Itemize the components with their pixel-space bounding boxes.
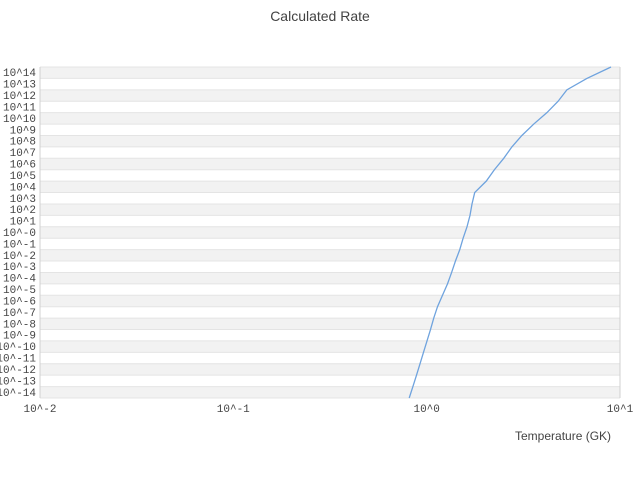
svg-text:10^2: 10^2: [10, 205, 36, 217]
svg-text:10^13: 10^13: [3, 80, 36, 92]
svg-text:10^-1: 10^-1: [217, 404, 250, 416]
svg-text:10^-13: 10^-13: [0, 376, 36, 388]
svg-text:10^4: 10^4: [10, 182, 37, 194]
svg-text:10^14: 10^14: [3, 68, 36, 80]
svg-text:10^-12: 10^-12: [0, 365, 36, 377]
svg-text:10^1: 10^1: [607, 404, 634, 416]
svg-text:10^-2: 10^-2: [3, 251, 36, 263]
svg-text:10^9: 10^9: [10, 125, 36, 137]
svg-text:10^-8: 10^-8: [3, 319, 36, 331]
svg-text:10^6: 10^6: [10, 160, 36, 172]
svg-text:10^5: 10^5: [10, 171, 36, 183]
svg-text:10^-1: 10^-1: [3, 239, 36, 251]
svg-text:10^10: 10^10: [3, 114, 36, 126]
svg-text:10^-10: 10^-10: [0, 342, 36, 354]
svg-text:10^12: 10^12: [3, 91, 36, 103]
svg-text:10^8: 10^8: [10, 137, 36, 149]
svg-text:10^1: 10^1: [10, 217, 37, 229]
svg-text:10^3: 10^3: [10, 194, 36, 206]
svg-text:10^-7: 10^-7: [3, 308, 36, 320]
svg-text:10^-14: 10^-14: [0, 388, 36, 400]
svg-text:10^-0: 10^-0: [3, 228, 36, 240]
svg-text:10^-4: 10^-4: [3, 274, 36, 286]
svg-text:10^-6: 10^-6: [3, 296, 36, 308]
svg-text:10^11: 10^11: [3, 102, 36, 114]
svg-text:10^-3: 10^-3: [3, 262, 36, 274]
svg-text:10^0: 10^0: [413, 404, 439, 416]
svg-text:10^-9: 10^-9: [3, 331, 36, 343]
svg-text:10^-11: 10^-11: [0, 354, 36, 366]
svg-text:10^7: 10^7: [10, 148, 36, 160]
svg-text:10^-2: 10^-2: [23, 404, 56, 416]
svg-text:10^-5: 10^-5: [3, 285, 36, 297]
